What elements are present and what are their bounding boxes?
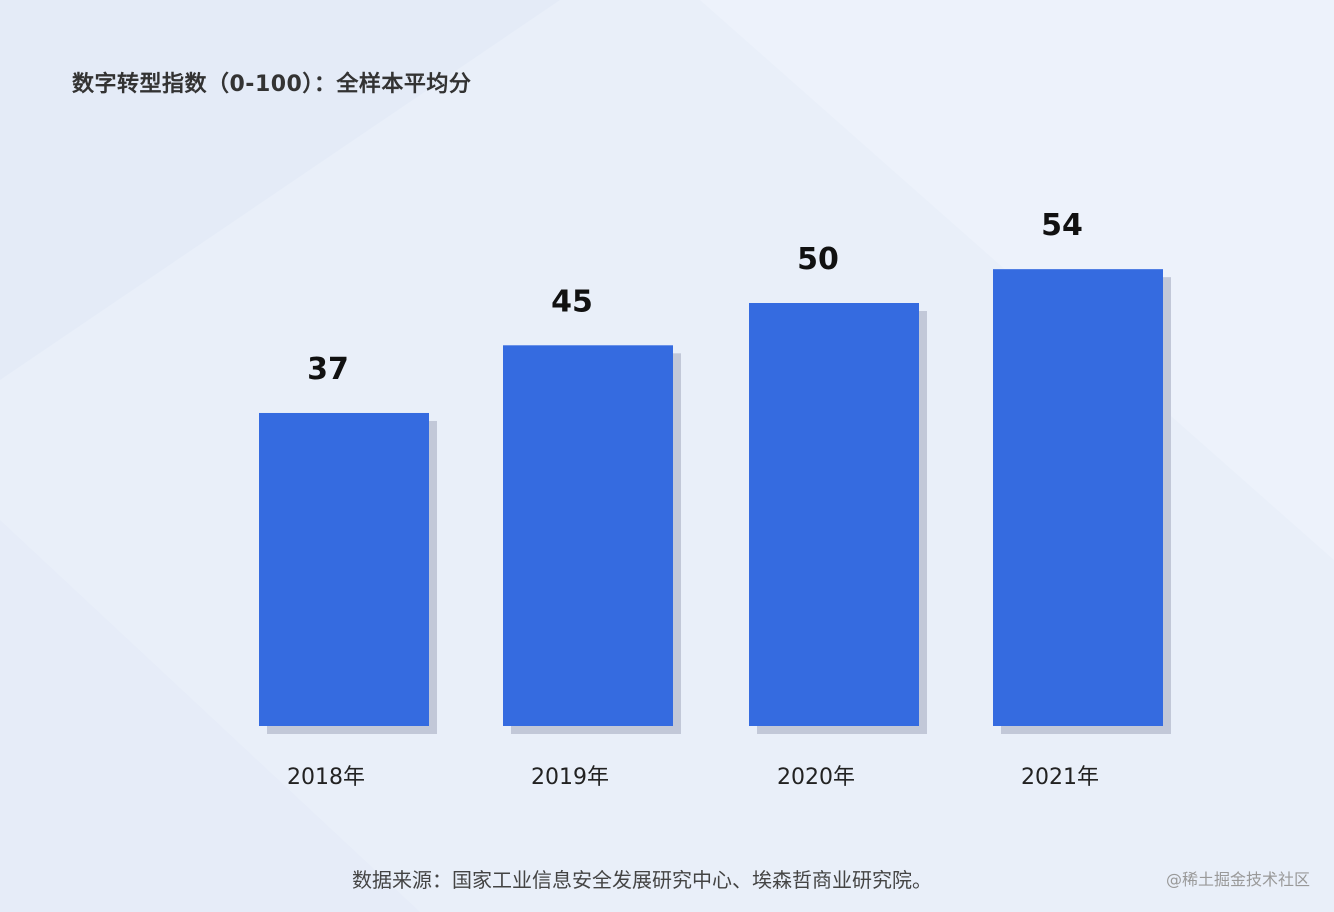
data-label: 54 xyxy=(1041,208,1083,243)
data-label: 37 xyxy=(307,352,349,387)
data-label: 50 xyxy=(797,242,839,277)
bar-0 xyxy=(259,412,429,726)
chart-title: 数字转型指数（0-100）：全样本平均分 xyxy=(72,72,472,97)
x-tick-label: 2018年 xyxy=(287,765,365,790)
watermark: @稀土掘金技术社区 xyxy=(1165,870,1310,889)
data-label: 45 xyxy=(551,284,593,319)
bar-1 xyxy=(503,345,673,726)
source-note: 数据来源：国家工业信息安全发展研究中心、埃森哲商业研究院。 xyxy=(352,868,932,892)
x-tick-label: 2019年 xyxy=(531,765,609,790)
x-tick-label: 2020年 xyxy=(777,765,855,790)
bar-2 xyxy=(749,303,919,726)
bar-3 xyxy=(993,269,1163,726)
x-tick-label: 2021年 xyxy=(1021,765,1099,790)
